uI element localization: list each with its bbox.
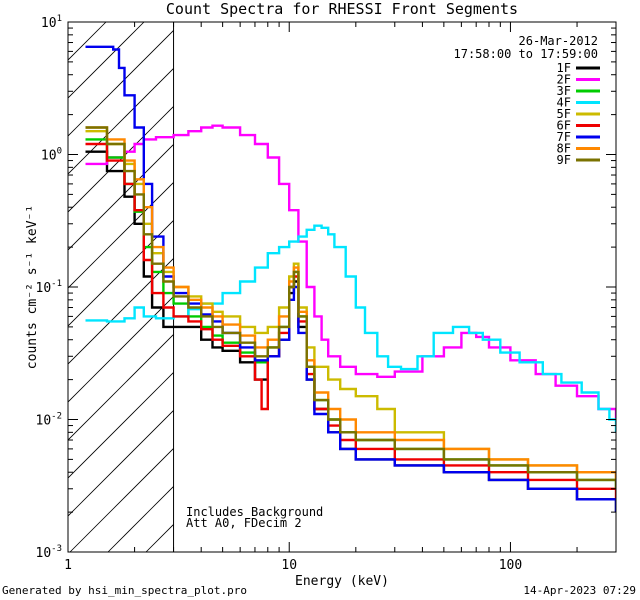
footer-timestamp: 14-Apr-2023 07:29 [523,584,636,597]
legend-label-6f: 6F [557,119,571,133]
legend-label-8f: 8F [557,142,571,156]
legend-label-9f: 9F [557,153,571,167]
x-tick-label: 100 [499,558,522,573]
annotation-attenuator: Att A0, FDecim 2 [186,516,302,530]
x-axis-label: Energy (keV) [295,574,389,589]
hatch-line [68,105,174,213]
legend-label-2f: 2F [557,73,571,87]
hatch-line [68,409,174,517]
hatch-line [68,29,174,137]
series-line-8f [85,126,616,480]
series-line-9f [85,126,616,489]
series-line-7f [85,45,616,513]
axis-ticks: 1 10 100 101 100 10-1 10-2 10-3 [36,14,617,573]
hatch-line [68,295,174,403]
series-line-4f [85,224,616,433]
hatch-line [68,371,174,479]
y-tick-label: 10-1 [36,279,63,296]
observation-time-range: 17:58:00 to 17:59:00 [454,47,599,61]
y-tick-label: 10-3 [36,544,63,561]
series-line-5f [85,130,616,480]
legend-label-4f: 4F [557,96,571,110]
series-line-3f [85,138,616,489]
y-tick-label: 100 [41,147,62,164]
x-tick-label: 1 [64,558,72,573]
series-line-2f [85,124,616,420]
legend-label-1f: 1F [557,61,571,75]
legend-label-5f: 5F [557,107,571,121]
observation-date: 26-Mar-2012 [519,34,598,48]
legend-label-3f: 3F [557,84,571,98]
legend-label-7f: 7F [557,130,571,144]
chart-title: Count Spectra for RHESSI Front Segments [166,0,518,18]
series-line-6f [85,142,616,500]
y-tick-label: 101 [41,14,62,31]
hatch-line [68,219,174,327]
annotation-background: Includes Background [186,505,323,519]
y-tick-label: 10-2 [36,412,63,429]
hatch-line [68,67,174,175]
series-group [85,45,616,513]
x-tick-label: 10 [281,558,297,573]
series-line-1f [85,150,616,513]
hatch-line [69,447,174,552]
footer-generated-by: Generated by hsi_min_spectra_plot.pro [2,584,247,597]
y-axis-label: counts cm⁻² s⁻¹ keV⁻¹ [25,205,40,369]
hatch-line [68,257,174,365]
